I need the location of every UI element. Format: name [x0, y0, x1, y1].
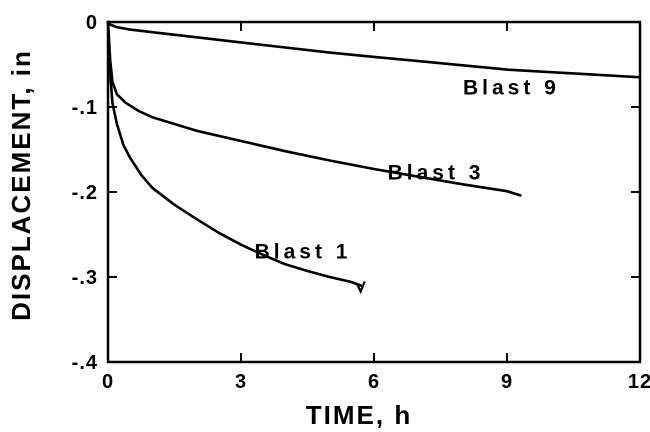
- series-label: Blast 9: [463, 76, 560, 99]
- series-line-blast-3: [106, 20, 522, 197]
- series-layer: [106, 20, 642, 295]
- y-axis-title: DISPLACEMENT, in: [6, 49, 36, 321]
- series-line-blast-9: [106, 20, 642, 79]
- axes-layer: [106, 20, 642, 364]
- x-tick-label: 0: [102, 371, 114, 393]
- y-tick-label: -.4: [72, 352, 98, 374]
- y-tick-label: 0: [86, 12, 98, 34]
- series-label: Blast 3: [388, 161, 485, 184]
- y-tick-label: -.3: [72, 267, 98, 289]
- x-axis-title: TIME, h: [306, 400, 412, 430]
- x-tick-label: 12: [628, 371, 650, 393]
- x-tick-label: 9: [501, 371, 513, 393]
- x-tick-label: 6: [368, 371, 380, 393]
- series-line-blast-1: [106, 20, 363, 287]
- labels-layer: 0 3 6 9 12 0 -.1 -.2 -.3 -.4 Blast 9 Blast 3 Blast 1: [72, 12, 650, 393]
- y-tick-label: -.1: [72, 97, 98, 119]
- y-tick-label: -.2: [72, 182, 98, 204]
- series-label: Blast 1: [255, 240, 352, 263]
- x-tick-label: 3: [235, 371, 247, 393]
- blast-1-end-mark: [355, 281, 366, 295]
